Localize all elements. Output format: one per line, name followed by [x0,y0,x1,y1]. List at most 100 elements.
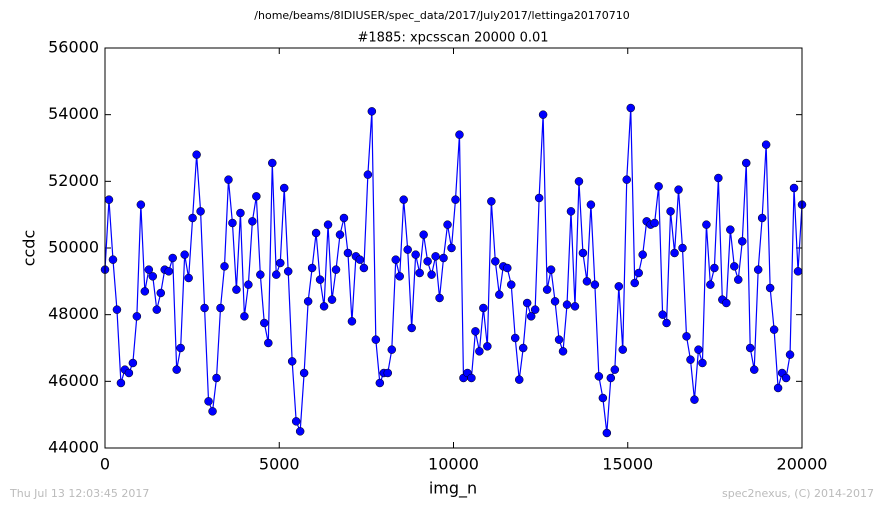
data-point [682,332,691,341]
data-point [578,248,588,258]
data-point [291,417,301,426]
data-point [176,343,185,353]
suptitle: /home/beams/8IDIUSER/spec_data/2017/July… [254,9,629,22]
data-point [686,355,695,364]
data-point [690,395,699,404]
data-point [395,272,404,281]
data-point [311,228,321,238]
data-point [546,265,556,274]
data-point [148,272,158,281]
data-point [295,427,305,436]
data-point [240,312,249,321]
data-point [538,110,548,119]
data-point [638,250,647,259]
data-point [367,107,377,116]
data-point [279,183,289,193]
data-point [335,230,345,239]
data-point [698,358,707,368]
data-point [260,318,269,328]
data-point [761,140,771,149]
data-point [714,173,723,183]
data-point [674,185,683,194]
x-tick-label: 15000 [602,455,653,474]
data-point [188,213,197,223]
data-point [753,265,763,274]
data-point [407,323,416,333]
data-point [510,333,520,343]
data-point [562,300,572,309]
data-point [769,325,779,334]
data-point [610,365,620,374]
data-point [745,343,755,353]
data-point [558,347,568,356]
data-point [108,255,118,264]
data-point [435,293,444,303]
data-point [606,373,616,383]
data-point [192,150,201,159]
data-point [415,268,424,278]
data-point [200,303,209,313]
data-point [706,280,715,289]
data-point [522,298,532,308]
data-point [550,297,560,306]
data-point [204,397,213,406]
data-point [594,372,604,381]
data-point [534,193,544,203]
data-point [487,197,496,206]
data-point [650,218,659,228]
data-point [303,297,313,306]
data-point [363,170,373,179]
chart-title: #1885: xpcsscan 20000 0.01 [357,31,548,46]
data-point [586,200,596,209]
data-point [630,278,639,288]
data-point [319,302,329,311]
data-point [287,357,297,366]
data-point [439,253,448,263]
y-tick-label: 54000 [48,104,99,123]
data-point [479,303,488,313]
data-point [491,257,500,266]
x-tick-label: 5000 [259,455,300,474]
x-axis-label: img_n [429,479,477,499]
data-point [658,310,667,319]
data-point [403,245,412,254]
data-point [566,207,576,216]
data-point [387,345,397,354]
data-point [710,263,719,273]
data-point [423,257,432,266]
data-point [116,378,126,388]
data-point [670,248,679,258]
data-point [626,103,635,113]
data-point [455,130,464,139]
data-point [272,270,281,279]
data-point [506,280,516,289]
data-point [634,268,643,278]
data-point [590,280,600,289]
data-point [789,183,799,193]
data-point [220,262,229,271]
data-point [781,373,791,383]
data-point [383,368,393,378]
data-point [375,378,385,388]
data-point [757,213,767,223]
data-point [475,347,484,356]
data-point [722,298,731,308]
data-point [730,262,739,271]
y-tick-label: 44000 [48,438,99,457]
data-point [419,230,428,239]
data-point [431,252,440,261]
data-point [654,182,663,191]
data-point [264,338,273,348]
data-point [196,207,205,216]
data-point [411,250,420,259]
y-tick-label: 52000 [48,171,99,190]
data-point [327,295,337,304]
plot-frame [104,47,803,449]
data-point [391,255,401,264]
data-point [447,243,456,253]
data-point [144,265,154,274]
y-axis-label: ccdc [20,230,39,267]
data-point [128,358,138,368]
data-point [268,158,277,168]
footer-timestamp: Thu Jul 13 12:03:45 2017 [9,487,149,500]
